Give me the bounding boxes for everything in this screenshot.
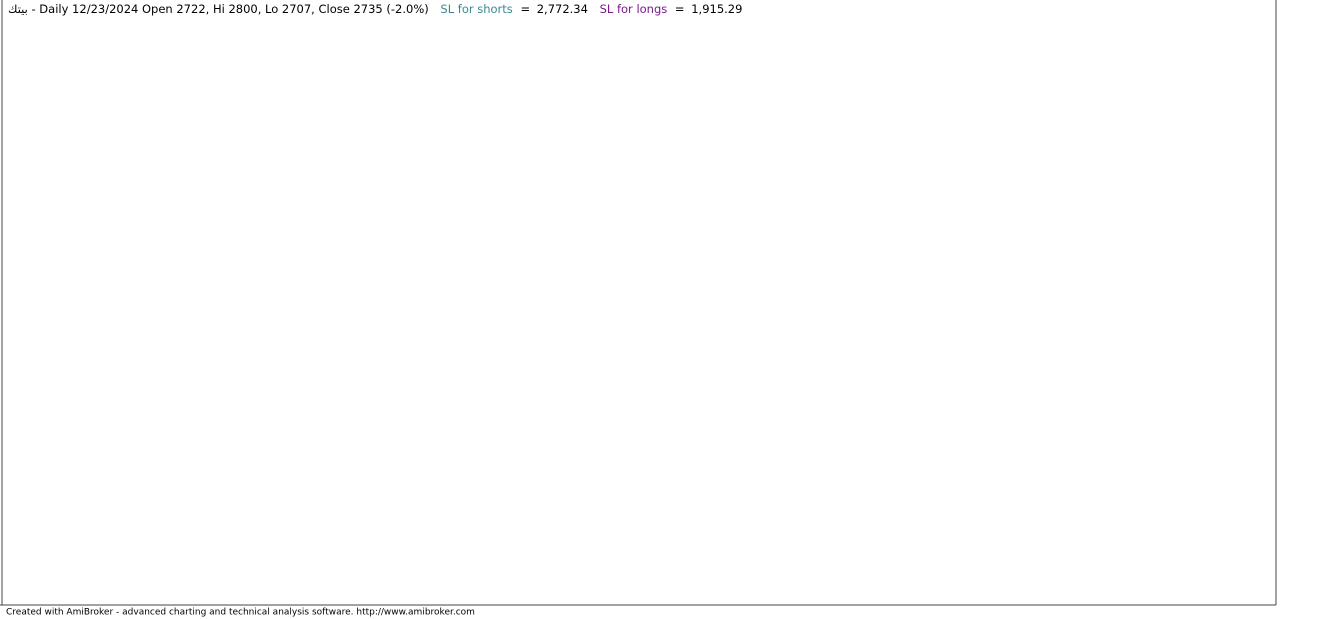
header: بيتك - Daily 12/23/2024 Open 2722, Hi 28… [8,2,742,16]
legend-name: SL for shorts [440,2,512,16]
legend-value: 1,915.29 [691,2,742,16]
legend-equals: = [675,2,685,16]
header-title: بيتك - Daily 12/23/2024 Open 2722, Hi 28… [8,2,429,16]
footer: Created with AmiBroker - advanced charti… [6,608,475,618]
legend-value: 2,772.34 [537,2,588,16]
legend-name: SL for longs [600,2,668,16]
legend-equals: = [520,2,530,16]
